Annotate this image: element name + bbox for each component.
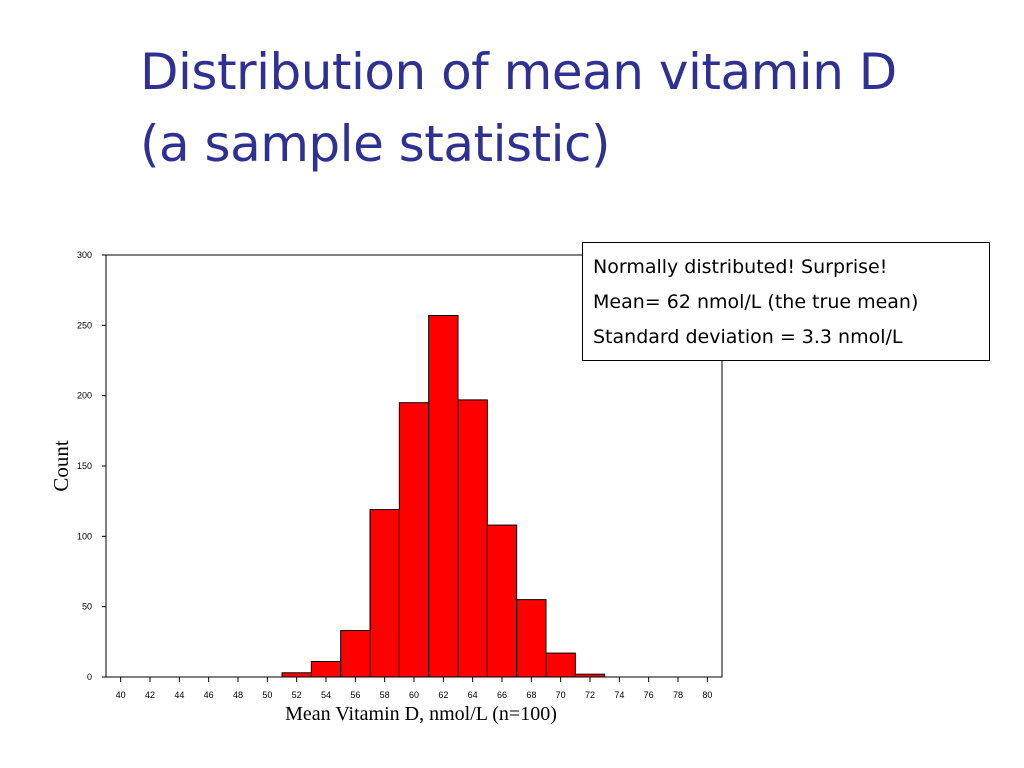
histogram-bar <box>281 672 312 678</box>
x-axis: 40 42 44 46 48 50 52 54 56 58 60 62 64 66 68 70 72 74 76 78… <box>116 677 712 700</box>
x-tick-label: 66 <box>497 690 507 700</box>
y-tick-label: 200 <box>77 391 92 401</box>
histogram-bar <box>486 524 518 678</box>
x-tick-label: 60 <box>409 690 419 700</box>
x-tick-label: 70 <box>556 690 566 700</box>
histogram-bar <box>340 630 371 678</box>
x-axis-label: Mean Vitamin D, nmol/L (n=100) <box>285 703 557 725</box>
x-tick-label: 72 <box>585 690 595 700</box>
histogram-bar <box>310 661 342 678</box>
y-tick-label: 300 <box>77 250 92 260</box>
histogram-bar <box>398 402 430 678</box>
x-tick-label: 58 <box>380 690 390 700</box>
histogram-bar <box>545 652 576 678</box>
annotation-line-3: Standard deviation = 3.3 nmol/L <box>593 326 903 348</box>
x-tick-label: 50 <box>262 690 272 700</box>
x-tick-label: 46 <box>204 690 214 700</box>
slide-title-line-1: Distribution of mean vitamin D <box>140 43 897 101</box>
x-tick-label: 74 <box>614 690 624 700</box>
histogram-bars <box>281 314 606 678</box>
annotation-line-2: Mean= 62 nmol/L (the true mean) <box>593 291 919 313</box>
y-tick-label: 150 <box>77 461 92 471</box>
y-tick-label: 250 <box>77 320 92 330</box>
histogram-bar <box>428 314 459 678</box>
annotation-line-1: Normally distributed! Surprise! <box>593 256 888 278</box>
y-tick-label: 100 <box>77 531 92 541</box>
x-tick-label: 44 <box>174 690 184 700</box>
y-axis-label: Count <box>49 440 73 492</box>
x-tick-label: 64 <box>468 690 478 700</box>
y-tick-label: 50 <box>82 602 92 612</box>
x-tick-label: 56 <box>350 690 360 700</box>
annotation-box: Normally distributed! Surprise! Mean= 62… <box>582 242 990 361</box>
histogram-bar <box>369 509 400 678</box>
histogram-bar <box>516 599 547 678</box>
x-tick-label: 80 <box>702 690 712 700</box>
y-tick-label: 0 <box>87 672 92 682</box>
x-tick-label: 40 <box>116 690 126 700</box>
x-tick-label: 62 <box>438 690 448 700</box>
x-tick-label: 76 <box>644 690 654 700</box>
x-tick-label: 68 <box>526 690 536 700</box>
x-tick-label: 48 <box>233 690 243 700</box>
x-tick-label: 42 <box>145 690 155 700</box>
slide-title-line-2: (a sample statistic) <box>140 115 611 173</box>
x-tick-label: 52 <box>292 690 302 700</box>
y-axis: 0 50 100 150 200 250 300 <box>77 250 106 682</box>
histogram-bar <box>457 399 488 678</box>
x-tick-label: 54 <box>321 690 331 700</box>
x-tick-label: 78 <box>673 690 683 700</box>
slide-title: Distribution of mean vitamin D (a sample… <box>140 36 1010 180</box>
